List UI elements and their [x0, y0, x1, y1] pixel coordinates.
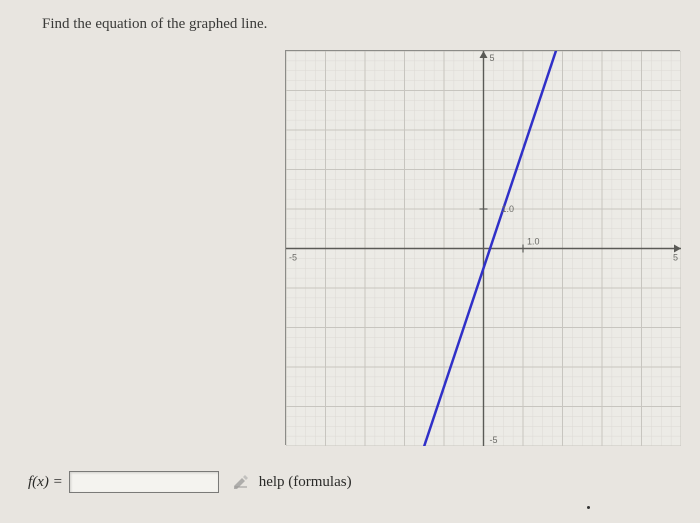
graph-panel: -5 5 5 -5 1.0 1.0 [285, 50, 680, 445]
help-formulas-link[interactable]: help (formulas) [259, 474, 352, 491]
coordinate-graph: -5 5 5 -5 1.0 1.0 [286, 51, 681, 446]
svg-text:5: 5 [673, 253, 678, 263]
svg-text:-5: -5 [490, 435, 498, 445]
stray-dot [587, 506, 590, 509]
answer-input[interactable] [69, 471, 219, 493]
answer-row: f(x) = help (formulas) [28, 471, 352, 493]
svg-text:1.0: 1.0 [502, 204, 515, 214]
question-prompt: Find the equation of the graphed line. [42, 16, 267, 33]
fx-label: f(x) = [28, 474, 63, 491]
svg-text:-5: -5 [289, 253, 297, 263]
svg-text:5: 5 [490, 53, 495, 63]
svg-text:1.0: 1.0 [527, 237, 540, 247]
pencil-icon[interactable] [233, 475, 249, 489]
